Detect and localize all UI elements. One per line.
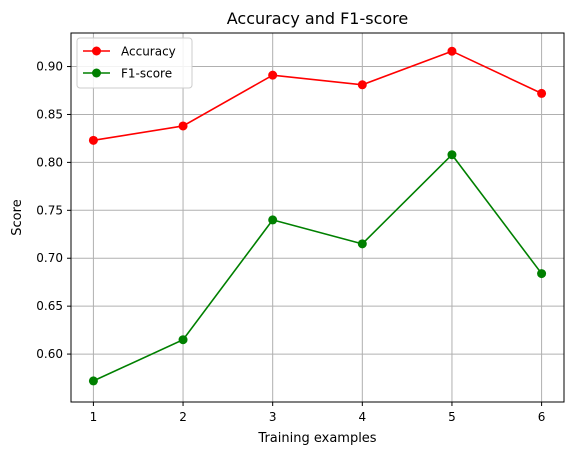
x-tick-label: 3 (269, 410, 277, 424)
x-tick-label: 4 (358, 410, 366, 424)
data-point (447, 150, 457, 160)
data-point (537, 269, 547, 279)
legend-marker (92, 68, 101, 78)
y-tick-label: 0.90 (36, 60, 63, 74)
legend-label: F1-score (121, 67, 172, 81)
y-tick-label: 0.75 (36, 203, 63, 217)
legend-marker (92, 46, 101, 56)
y-tick-label: 0.80 (36, 155, 63, 169)
y-tick-label: 0.70 (36, 251, 63, 265)
data-point (88, 376, 98, 386)
x-tick-label: 5 (448, 410, 456, 424)
series-line-f1-score (93, 153, 543, 382)
y-axis-label: Score (10, 199, 25, 235)
data-point (268, 70, 278, 80)
data-point (178, 121, 188, 131)
y-tick-label: 0.85 (36, 107, 63, 121)
data-point (537, 88, 547, 98)
axis-ticks: 1 2 3 4 5 6 0.60 0.65 0.70 0.75 0.80 0.85 0.90 (36, 60, 545, 424)
data-point (447, 46, 457, 56)
data-point (357, 80, 367, 90)
axes-frame (70, 32, 565, 403)
legend: Accuracy F1-score (76, 37, 193, 89)
y-tick-label: 0.65 (36, 299, 63, 313)
y-tick-label: 0.60 (36, 347, 63, 361)
data-point (357, 239, 367, 249)
series-line-accuracy (93, 50, 542, 142)
legend-label: Accuracy (121, 45, 176, 59)
x-tick-label: 6 (538, 410, 546, 424)
x-axis-label: Training examples (257, 431, 376, 446)
data-point (88, 135, 98, 145)
x-tick-label: 1 (90, 410, 98, 424)
chart-title: Accuracy and F1-score (227, 9, 408, 28)
data-point (178, 335, 188, 345)
series-layer (88, 46, 547, 386)
data-point (268, 215, 278, 225)
x-tick-label: 2 (179, 410, 187, 424)
